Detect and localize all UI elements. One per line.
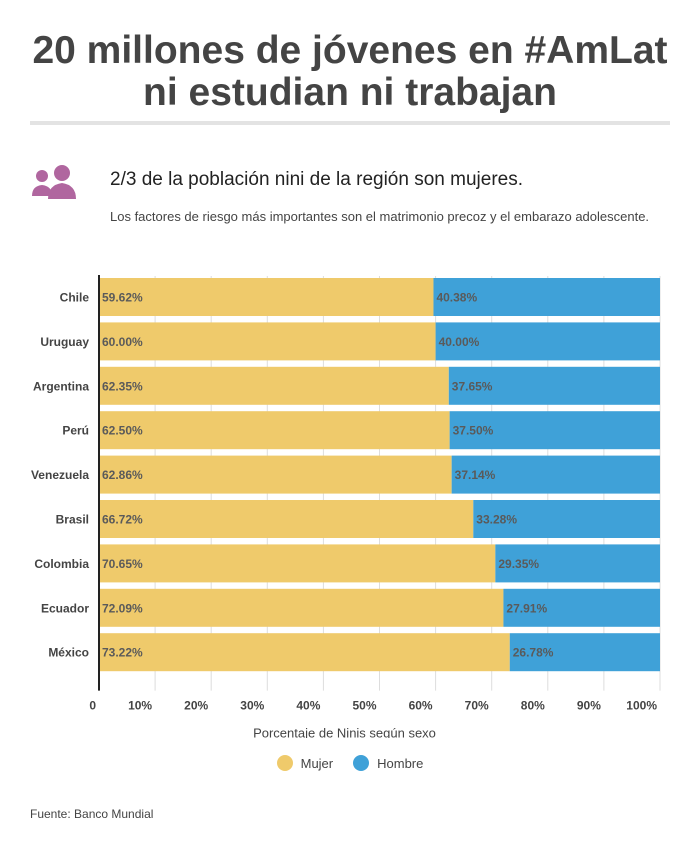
chart-subtitle: 2/3 de la población nini de la región so…: [110, 169, 523, 190]
x-tick-label-50: 50%: [352, 699, 376, 713]
data-label-mujer-8: 73.22%: [102, 646, 143, 660]
bar-hombre-5: [473, 500, 660, 538]
category-label-6: Colombia: [34, 557, 89, 571]
stacked-bar-chart: 59.62% 40.38% Chile 60.00% 40.00% Uruguay 62.3…: [31, 275, 661, 738]
x-tick-label-20: 20%: [184, 699, 208, 713]
bar-hombre-8: [509, 633, 660, 672]
bar-mujer-8: [99, 633, 510, 672]
legend-swatch-mujer: [276, 755, 293, 771]
data-label-hombre-6: 29.35%: [498, 557, 539, 571]
category-label-7: Ecuador: [41, 601, 89, 615]
data-label-hombre-7: 27.91%: [506, 601, 547, 615]
x-tick-label-40: 40%: [296, 699, 320, 713]
x-tick-label-10: 10%: [128, 699, 152, 713]
data-label-hombre-1: 40.00%: [439, 335, 480, 349]
bar-hombre-1: [435, 322, 660, 361]
x-tick-label-0: 0: [89, 699, 96, 713]
bar-hombre-7: [503, 588, 660, 627]
title-divider: [30, 121, 670, 125]
data-label-mujer-5: 66.72%: [102, 513, 143, 527]
page-title: 20 millones de jóvenes en #AmLat ni estu…: [0, 30, 700, 114]
x-tick-label-100: 100%: [626, 699, 657, 713]
x-tick-label-80: 80%: [521, 699, 545, 713]
x-tick-label-70: 70%: [465, 699, 489, 713]
data-label-mujer-0: 59.62%: [102, 291, 143, 305]
title-line-2: ni estudian ni trabajan: [143, 71, 557, 114]
x-axis-title: Porcentaje de Ninis según sexo: [253, 726, 436, 738]
data-label-mujer-2: 62.35%: [102, 379, 143, 393]
bar-mujer-1: [99, 322, 436, 361]
data-label-hombre-2: 37.65%: [452, 379, 493, 393]
x-tick-label-60: 60%: [409, 699, 433, 713]
data-label-hombre-0: 40.38%: [436, 291, 477, 305]
category-label-2: Argentina: [33, 379, 89, 393]
bar-mujer-4: [99, 455, 452, 494]
bar-mujer-3: [99, 411, 450, 450]
bar-hombre-6: [495, 544, 660, 583]
legend-label-hombre: Hombre: [377, 755, 424, 771]
data-label-mujer-6: 70.65%: [102, 557, 143, 571]
category-label-5: Brasil: [56, 513, 89, 527]
legend-item-hombre: Hombre: [353, 755, 423, 771]
bar-hombre-2: [448, 366, 660, 405]
bar-mujer-0: [99, 278, 434, 316]
x-tick-label-30: 30%: [240, 699, 264, 713]
legend-label-mujer: Mujer: [300, 755, 334, 771]
chart-legend: Mujer Hombre: [0, 755, 700, 771]
title-line-1: 20 millones de jóvenes en #AmLat: [32, 29, 668, 72]
data-label-mujer-7: 72.09%: [102, 601, 143, 615]
women-users-icon: [32, 165, 76, 199]
chart-description: Los factores de riesgo más importantes s…: [110, 209, 650, 224]
x-tick-label-90: 90%: [577, 699, 601, 713]
category-label-1: Uruguay: [40, 335, 89, 349]
category-label-3: Perú: [62, 424, 89, 438]
category-label-0: Chile: [60, 291, 90, 305]
data-label-mujer-4: 62.86%: [102, 468, 143, 482]
bar-mujer-5: [99, 500, 474, 538]
bar-hombre-4: [451, 455, 660, 494]
bar-mujer-2: [99, 366, 449, 405]
data-label-hombre-5: 33.28%: [476, 513, 517, 527]
data-label-mujer-1: 60.00%: [102, 335, 143, 349]
legend-item-mujer: Mujer: [276, 755, 334, 771]
category-label-8: México: [48, 646, 89, 660]
data-label-hombre-4: 37.14%: [455, 468, 496, 482]
bar-mujer-7: [99, 588, 504, 627]
source-note: Fuente: Banco Mundial: [30, 807, 154, 821]
data-label-mujer-3: 62.50%: [102, 424, 143, 438]
bar-hombre-0: [433, 278, 660, 316]
data-label-hombre-8: 26.78%: [513, 646, 554, 660]
bar-hombre-3: [449, 411, 660, 450]
data-label-hombre-3: 37.50%: [453, 424, 494, 438]
bar-mujer-6: [99, 544, 496, 583]
legend-swatch-hombre: [353, 755, 370, 771]
category-label-4: Venezuela: [31, 468, 89, 482]
